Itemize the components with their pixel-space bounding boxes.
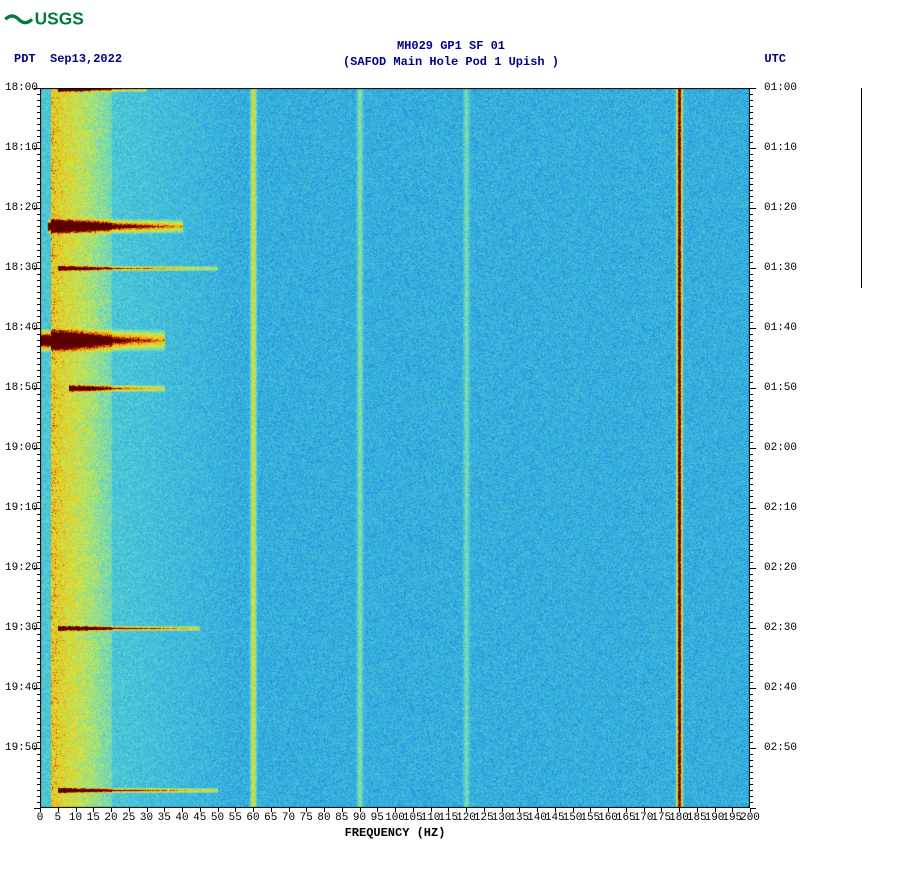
y-left-label: 18:50 [2, 382, 38, 394]
y-right-label: 01:50 [764, 382, 804, 394]
x-label: 20 [104, 812, 117, 824]
y-right-label: 02:30 [764, 622, 804, 634]
x-label: 40 [175, 812, 188, 824]
y-left-label: 18:40 [2, 322, 38, 334]
y-right-label: 02:20 [764, 562, 804, 574]
spectrogram-plot [40, 88, 750, 808]
svg-text:USGS: USGS [35, 9, 84, 29]
x-label: 75 [300, 812, 313, 824]
date-label: PDT Sep13,2022 [14, 52, 122, 66]
y-right-label: 01:00 [764, 82, 804, 94]
x-label: 80 [317, 812, 330, 824]
y-right-label: 01:40 [764, 322, 804, 334]
y-right-label: 02:00 [764, 442, 804, 454]
y-right-label: 01:30 [764, 262, 804, 274]
y-left-label: 18:00 [2, 82, 38, 94]
y-left-label: 18:10 [2, 142, 38, 154]
side-marker-line [861, 88, 862, 288]
x-label: 70 [282, 812, 295, 824]
y-right-label: 02:40 [764, 682, 804, 694]
y-left-label: 19:20 [2, 562, 38, 574]
x-label: 95 [371, 812, 384, 824]
y-left-label: 19:00 [2, 442, 38, 454]
x-label: 90 [353, 812, 366, 824]
x-label: 60 [246, 812, 259, 824]
x-label: 200 [740, 812, 760, 824]
y-right-label: 01:10 [764, 142, 804, 154]
y-right-label: 02:50 [764, 742, 804, 754]
y-left-label: 18:30 [2, 262, 38, 274]
x-label: 25 [122, 812, 135, 824]
x-label: 0 [37, 812, 44, 824]
x-label: 65 [264, 812, 277, 824]
y-left-label: 18:20 [2, 202, 38, 214]
x-label: 35 [158, 812, 171, 824]
y-left-label: 19:50 [2, 742, 38, 754]
x-label: 30 [140, 812, 153, 824]
x-label: 5 [54, 812, 61, 824]
usgs-logo: USGS [4, 4, 84, 32]
x-label: 15 [87, 812, 100, 824]
date-value: Sep13,2022 [50, 52, 122, 66]
y-left-label: 19:10 [2, 502, 38, 514]
utc-label: UTC [764, 52, 786, 66]
y-right-label: 01:20 [764, 202, 804, 214]
x-label: 10 [69, 812, 82, 824]
y-right-label: 02:10 [764, 502, 804, 514]
x-label: 55 [229, 812, 242, 824]
x-label: 85 [335, 812, 348, 824]
y-left-label: 19:30 [2, 622, 38, 634]
x-axis-title: FREQUENCY (HZ) [345, 826, 446, 840]
x-label: 45 [193, 812, 206, 824]
tz-prefix: PDT [14, 52, 36, 66]
x-label: 50 [211, 812, 224, 824]
y-left-label: 19:40 [2, 682, 38, 694]
spectrogram-canvas [40, 88, 750, 808]
